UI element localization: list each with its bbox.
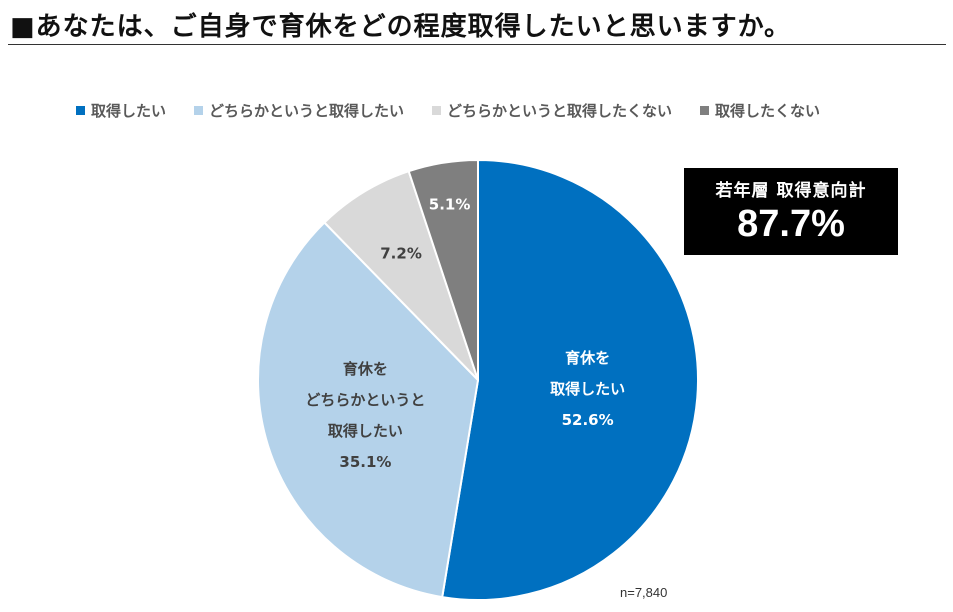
sample-size: n=7,840 (620, 585, 668, 600)
intent-total-callout: 若年層 取得意向計 87.7% (684, 168, 898, 255)
slice-data-label: どちらかというと (305, 391, 425, 409)
legend-swatch (700, 106, 710, 115)
pie-slice (322, 169, 479, 381)
legend-label: 取得したくない (715, 102, 821, 120)
title-divider (8, 44, 946, 45)
slice-data-label: 5.1% (429, 195, 471, 213)
slice-data-label: 育休を (343, 360, 388, 378)
legend-item: どちらかというと取得したい (194, 100, 404, 121)
callout-label: 若年層 取得意向計 (715, 181, 867, 201)
slice-data-label: 取得したい (328, 422, 403, 440)
pie-slice (441, 158, 699, 601)
pie-slice (407, 158, 479, 381)
legend-label: どちらかというと取得したい (209, 102, 405, 120)
legend-item: 取得したい (76, 100, 166, 121)
legend-label: どちらかというと取得したくない (447, 102, 673, 120)
legend-swatch (76, 106, 85, 115)
legend-item: どちらかというと取得したくない (432, 100, 672, 121)
legend-label: 取得したい (91, 102, 167, 120)
slice-data-label: 35.1% (339, 453, 391, 471)
legend-swatch (194, 106, 204, 115)
pie-slice (257, 221, 480, 599)
page-title: ■あなたは、ご自身で育休をどの程度取得したいと思いますか。 (10, 12, 792, 42)
slice-data-label: 7.2% (380, 245, 422, 263)
callout-value: 87.7% (737, 203, 845, 245)
legend-swatch (432, 106, 442, 115)
slice-data-label: 取得したい (550, 380, 625, 398)
slice-data-label: 育休を (565, 349, 610, 367)
legend-item: 取得したくない (700, 100, 820, 121)
slice-data-label: 52.6% (562, 411, 614, 429)
chart-legend: 取得したい どちらかというと取得したい どちらかというと取得したくない 取得したくない (76, 100, 820, 121)
